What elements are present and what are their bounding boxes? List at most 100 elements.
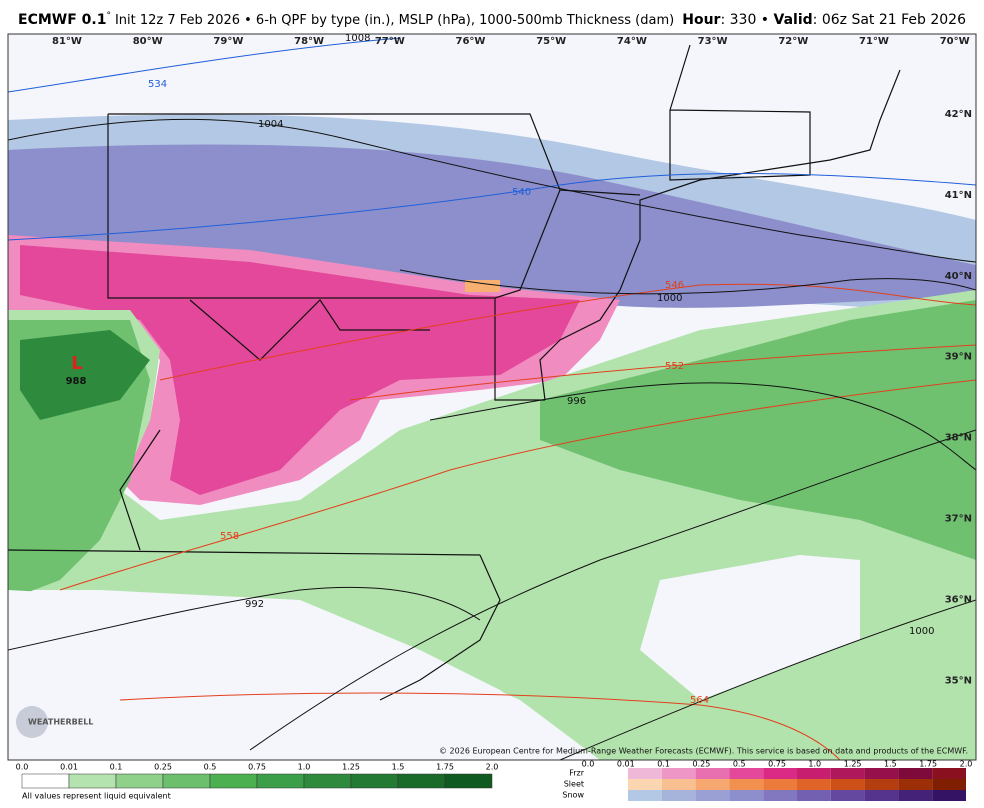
- rain-tick: 0.25: [154, 763, 172, 772]
- thickness-label: 534: [148, 79, 167, 90]
- type-swatch: [763, 779, 797, 790]
- type-tick: 0.75: [768, 760, 786, 769]
- rain-tick: 0.01: [60, 763, 78, 772]
- thickness-label: 552: [665, 361, 684, 372]
- type-swatch: [628, 779, 662, 790]
- hour-label: Hour: [682, 12, 720, 28]
- longitude-label: 71°W: [859, 36, 889, 47]
- type-swatch: [695, 768, 730, 779]
- longitude-label: 78°W: [294, 36, 324, 47]
- rain-heavy: [20, 330, 150, 420]
- rain-tick: 0.0: [16, 763, 29, 772]
- rain-swatch: [21, 773, 70, 789]
- type-swatch: [763, 790, 797, 801]
- svg-text:Hour: 330 • Valid: 06z Sat 21: Hour: 330 • Valid: 06z Sat 21 Feb 2026: [682, 12, 966, 28]
- type-swatch: [797, 790, 831, 801]
- rain-tick: 1.5: [392, 763, 405, 772]
- svg-text:ECMWF 0.1°Init 12z 7 Feb 2026: ECMWF 0.1° Init 12z 7 Feb 2026 • 6-h QPF …: [18, 11, 674, 29]
- longitude-label: 79°W: [213, 36, 243, 47]
- valid-label: Valid: [774, 12, 813, 28]
- header: ECMWF 0.1° Init 12z 7 Feb 2026 • 6-h QPF …: [18, 11, 966, 29]
- type-tick: 2.0: [960, 760, 973, 769]
- rain-tick: 0.5: [204, 763, 217, 772]
- rain-tick: 0.75: [248, 763, 266, 772]
- type-swatch: [797, 779, 831, 790]
- isobar-label: 1008: [345, 33, 370, 44]
- latitude-label: 42°N: [945, 109, 972, 120]
- snow-moderate: [8, 144, 976, 308]
- type-tick: 0.25: [692, 760, 710, 769]
- longitude-label: 81°W: [52, 36, 82, 47]
- latitude-label: 37°N: [945, 514, 972, 525]
- rain-tick: 1.25: [342, 763, 360, 772]
- longitude-label: 76°W: [456, 36, 486, 47]
- rain-swatch: [444, 773, 493, 789]
- contour-labels: 534 540 546 552 558 564 1008 1004 1000 9…: [16, 33, 968, 756]
- type-tick: 0.5: [733, 760, 746, 769]
- type-tick: 1.75: [919, 760, 937, 769]
- type-swatch: [797, 768, 831, 779]
- type-swatch: [898, 779, 933, 790]
- rain-tick: 2.0: [486, 763, 499, 772]
- isobar-label: 1000: [657, 293, 682, 304]
- type-swatch: [695, 779, 730, 790]
- type-swatch: [729, 790, 764, 801]
- latitude-label: 36°N: [945, 594, 972, 605]
- type-label: Snow: [562, 791, 584, 800]
- isobar-label: 992: [245, 599, 264, 610]
- type-swatch: [932, 790, 966, 801]
- longitude-label: 77°W: [375, 36, 405, 47]
- type-swatch: [729, 768, 764, 779]
- latitude-label: 35°N: [945, 675, 972, 686]
- brand: WEATHERBELL: [28, 718, 93, 727]
- type-swatch: [763, 768, 797, 779]
- type-swatch: [932, 779, 966, 790]
- isobar-label: 1004: [258, 119, 283, 130]
- type-swatch: [830, 790, 865, 801]
- type-swatch: [830, 779, 865, 790]
- type-swatch: [864, 768, 899, 779]
- type-tick: 0.0: [582, 760, 595, 769]
- sleet-area: [465, 280, 500, 292]
- type-swatch: [864, 779, 899, 790]
- thickness-label: 564: [690, 695, 709, 706]
- longitude-label: 75°W: [536, 36, 566, 47]
- type-tick: 1.0: [808, 760, 821, 769]
- rain-swatch: [256, 773, 305, 789]
- type-swatch: [729, 779, 764, 790]
- map-area: [8, 34, 976, 760]
- type-swatch: [898, 768, 933, 779]
- isobars: [8, 118, 976, 760]
- description: Init 12z 7 Feb 2026 • 6-h QPF by type (i…: [115, 13, 674, 28]
- low-pressure: 988: [66, 376, 87, 387]
- latitude-label: 41°N: [945, 190, 972, 201]
- latitude-label: 39°N: [945, 352, 972, 363]
- latitude-label: 38°N: [945, 433, 972, 444]
- longitude-label: 73°W: [698, 36, 728, 47]
- rain-swatch: [350, 773, 399, 789]
- type-swatch: [932, 768, 966, 779]
- type-label: Sleet: [564, 780, 584, 789]
- type-tick: 1.25: [844, 760, 862, 769]
- rain-swatch: [303, 773, 352, 789]
- freezing-rain-moderate: [20, 245, 580, 495]
- thickness-label: 546: [665, 280, 684, 291]
- isobar-label: 1000: [909, 626, 934, 637]
- legend: All values represent liquid equivalent 0…: [16, 760, 973, 801]
- rain-swatch: [162, 773, 211, 789]
- type-tick: 0.01: [617, 760, 635, 769]
- low-symbol: L: [71, 353, 82, 374]
- type-swatch: [661, 768, 696, 779]
- type-tick: 1.5: [884, 760, 897, 769]
- borders: [8, 44, 901, 701]
- rain-tick: 1.0: [298, 763, 311, 772]
- rain-swatch: [397, 773, 446, 789]
- rain-swatch: [68, 773, 117, 789]
- hour: 330: [730, 12, 757, 28]
- thickness-red: [59, 283, 976, 760]
- longitude-label: 72°W: [778, 36, 808, 47]
- type-swatch: [628, 790, 662, 801]
- valid: 06z Sat 21 Feb 2026: [822, 12, 966, 28]
- longitude-label: 70°W: [940, 36, 970, 47]
